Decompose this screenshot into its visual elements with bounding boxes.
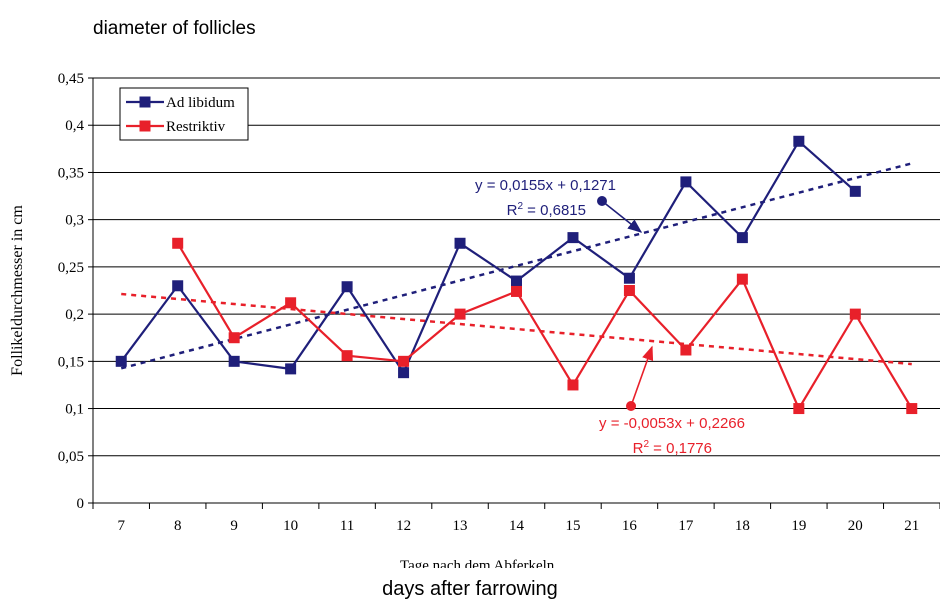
x-tick-label: 12 [396,518,411,534]
x-tick-label: 16 [622,518,638,534]
data-point [511,275,522,287]
data-point [285,363,297,375]
legend-marker [139,96,151,108]
y-axis-title: Follikeldurchmesser in cm [9,205,26,376]
y-tick-label: 0,45 [58,71,84,87]
x-axis-title: days after farrowing [382,578,558,600]
x-tick-label: 18 [735,518,750,534]
data-point [115,355,127,367]
x-tick-label: 9 [230,518,238,534]
x-tick-label: 21 [904,518,919,534]
x-tick-label: 20 [848,518,863,534]
data-point [793,135,805,147]
data-point [398,355,410,367]
x-tick-label: 7 [117,518,125,534]
x-tick-label: 13 [453,518,468,534]
y-tick-label: 0 [77,496,85,512]
chart-title: diameter of follicles [93,18,256,39]
data-point [793,403,805,415]
data-point [849,185,861,197]
legend-marker [139,120,151,132]
data-point [567,379,579,391]
annotation-arrow [601,200,643,233]
y-tick-label: 0,4 [65,118,84,134]
data-point [680,176,692,188]
trend-r-squared: R2 = 0,6815 [507,201,586,219]
x-tick-label: 10 [283,518,298,534]
legend-label: Restriktiv [166,119,226,135]
data-point [341,281,353,293]
trend-r-squared: R2 = 0,1776 [633,439,712,457]
data-point [285,297,297,309]
y-tick-label: 0,2 [65,307,84,323]
series-line-ad-libidum [120,139,857,375]
data-point [228,355,240,367]
annotation-arrow [630,345,654,407]
data-point [680,344,692,356]
trend-equation: y = 0,0155x + 0,1271 [475,177,616,194]
series-line-restriktiv [176,242,913,411]
data-point [623,272,635,284]
data-point [567,232,579,244]
data-point [172,237,184,249]
trendline-ad-libidum [120,162,913,370]
trendline-restriktiv [121,292,912,366]
y-tick-label: 0,25 [58,260,84,276]
y-tick-label: 0,3 [65,213,84,229]
x-tick-label: 11 [340,518,354,534]
y-tick-label: 0,05 [58,449,84,465]
y-tick-label: 0,35 [58,165,84,181]
x-tick-label: 17 [678,518,694,534]
trend-equation: y = -0,0053x + 0,2266 [599,415,745,432]
x-tick-label: 15 [565,518,580,534]
data-point [172,280,184,292]
x-tick-label: 19 [791,518,806,534]
x-tick-label: 14 [509,518,525,534]
x-axis-title-overlaid: Tage nach dem Abferkeln [400,558,555,568]
legend-label: Ad libidum [166,95,235,111]
data-point [511,285,522,297]
x-tick-label: 8 [174,518,182,534]
y-tick-label: 0,15 [58,354,84,370]
data-point [398,367,410,379]
y-tick-label: 0,1 [65,402,84,418]
data-point [454,237,466,249]
data-point [341,350,353,362]
data-point [623,285,635,296]
data-point [736,232,748,244]
data-point [906,403,918,415]
data-point [736,273,748,285]
data-point [849,308,861,320]
data-point [454,308,466,320]
data-point [228,332,240,344]
